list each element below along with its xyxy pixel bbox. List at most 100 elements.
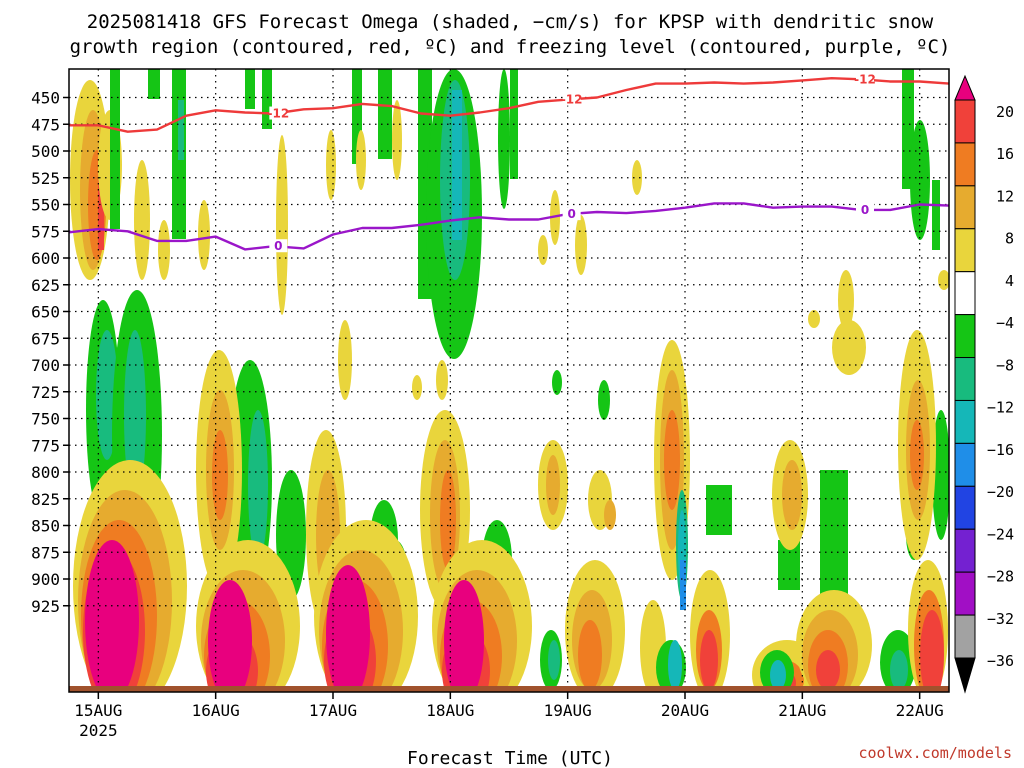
omega-shade-cell [816,650,840,690]
colorbar-label: 12 [996,187,1014,205]
omega-shade-cell [578,620,602,690]
omega-shade-cell [208,580,252,692]
colorbar-label: 20 [996,103,1014,121]
omega-shade-cell [782,460,802,530]
colorbar-label: 8 [1005,230,1014,248]
colorbar-label: −12 [987,399,1014,417]
contour-label-0: 0 [861,203,869,217]
colorbar-swatch [954,485,976,530]
colorbar-arrow-bottom [954,657,976,694]
y-tick-label: 475 [31,115,60,134]
colorbar-label: 4 [1005,272,1014,290]
colorbar-swatch [954,185,976,230]
y-tick-label: 750 [31,410,60,429]
omega-shade-cell [85,540,139,692]
contour-label--12: -12 [854,72,876,86]
omega-shade-cell [938,270,949,290]
colorbar-swatch [954,399,976,444]
contour-line--12 [69,77,949,133]
credit-link[interactable]: coolwx.com/models [858,744,1012,762]
omega-shade-cell [452,90,462,240]
colorbar-label: 16 [996,145,1014,163]
colorbar-swatch [954,271,976,316]
y-tick-label: 500 [31,142,60,161]
contour-line-0 [69,202,949,251]
omega-shade-cell [706,485,732,535]
omega-shade-cell [212,430,228,520]
omega-shade-cell [538,235,548,265]
colorbar-label: −32 [987,610,1014,628]
omega-shade-cell [598,380,610,420]
x-tick-label: 20AUG [661,701,709,720]
omega-shade-cell [412,375,422,400]
omega-shade-cell [668,640,682,690]
omega-shade-cell [575,215,587,275]
omega-shade-cell [832,320,866,375]
plot-frame [68,68,950,693]
contour-label-bg [562,92,581,106]
colorbar-swatch [954,314,976,359]
surface-terrain-band [69,686,949,692]
omega-shade-cell [148,69,160,99]
omega-shade-cell [548,640,560,680]
colorbar-label: −20 [987,483,1014,501]
colorbar-label: −28 [987,568,1014,586]
omega-shade-cell [436,360,448,400]
omega-shade-cell [262,69,272,129]
x-tick-label: 19AUG [544,701,592,720]
omega-shade-cell [664,410,680,510]
omega-shade-cell [498,69,510,209]
omega-shading [70,69,949,692]
colorbar-swatch [954,614,976,659]
omega-shade-cell [546,455,560,515]
y-tick-label: 775 [31,436,60,455]
y-tick-label: 825 [31,490,60,509]
omega-shade-cell [326,130,336,200]
x-tick-label: 15AUG [74,701,122,720]
x-tick-label: 16AUG [192,701,240,720]
omega-shade-cell [245,69,255,109]
omega-shade-cell [604,500,616,530]
omega-shade-cell [700,630,718,690]
grid-lines [69,69,949,692]
contour-label-bg [269,106,288,120]
y-tick-label: 575 [31,222,60,241]
y-axis-ticks: 450 475 500 525 550 575 600 625 650 675 700 725 750 7… [31,89,69,616]
chart-title-line-2: growth region (contoured, red, ºC) and f… [70,36,951,58]
omega-shade-cell [890,650,908,690]
omega-shade-cell [178,100,184,160]
omega-shade-cell [932,180,940,250]
y-tick-label: 550 [31,196,60,215]
omega-shade-cell [920,610,944,692]
omega-shade-cell [198,200,210,270]
x-tick-label: 18AUG [426,701,474,720]
colorbar-swatch [954,442,976,487]
omega-shade-cell [158,220,170,280]
contour-lines: -12 -12 -12 0 0 0 [69,72,949,253]
x-tick-label: 17AUG [309,701,357,720]
omega-shade-cell [770,660,786,690]
colorbar-swatch [954,99,976,144]
y-tick-label: 700 [31,356,60,375]
omega-shade-cell [326,565,370,692]
y-tick-label: 875 [31,543,60,562]
omega-shade-cell [808,310,820,328]
colorbar-arrow-top [954,74,976,101]
contour-label--12: -12 [267,107,289,121]
surface-terrain [69,686,949,692]
omega-shade-cell [632,160,642,195]
omega-shade-cell [932,410,949,540]
chart-title-line-1: 2025081418 GFS Forecast Omega (shaded, −… [87,11,934,33]
omega-shade-cell [440,470,456,570]
omega-shade-cell [134,160,150,280]
contour-label--12: -12 [561,93,583,107]
omega-shade-cell [910,120,930,240]
omega-shade-cell [352,69,362,164]
colorbar-swatch [954,528,976,573]
colorbar-swatch [954,142,976,187]
y-tick-label: 600 [31,249,60,268]
colorbar-swatch [954,571,976,616]
y-tick-label: 650 [31,303,60,322]
omega-shade-cell [910,420,924,490]
